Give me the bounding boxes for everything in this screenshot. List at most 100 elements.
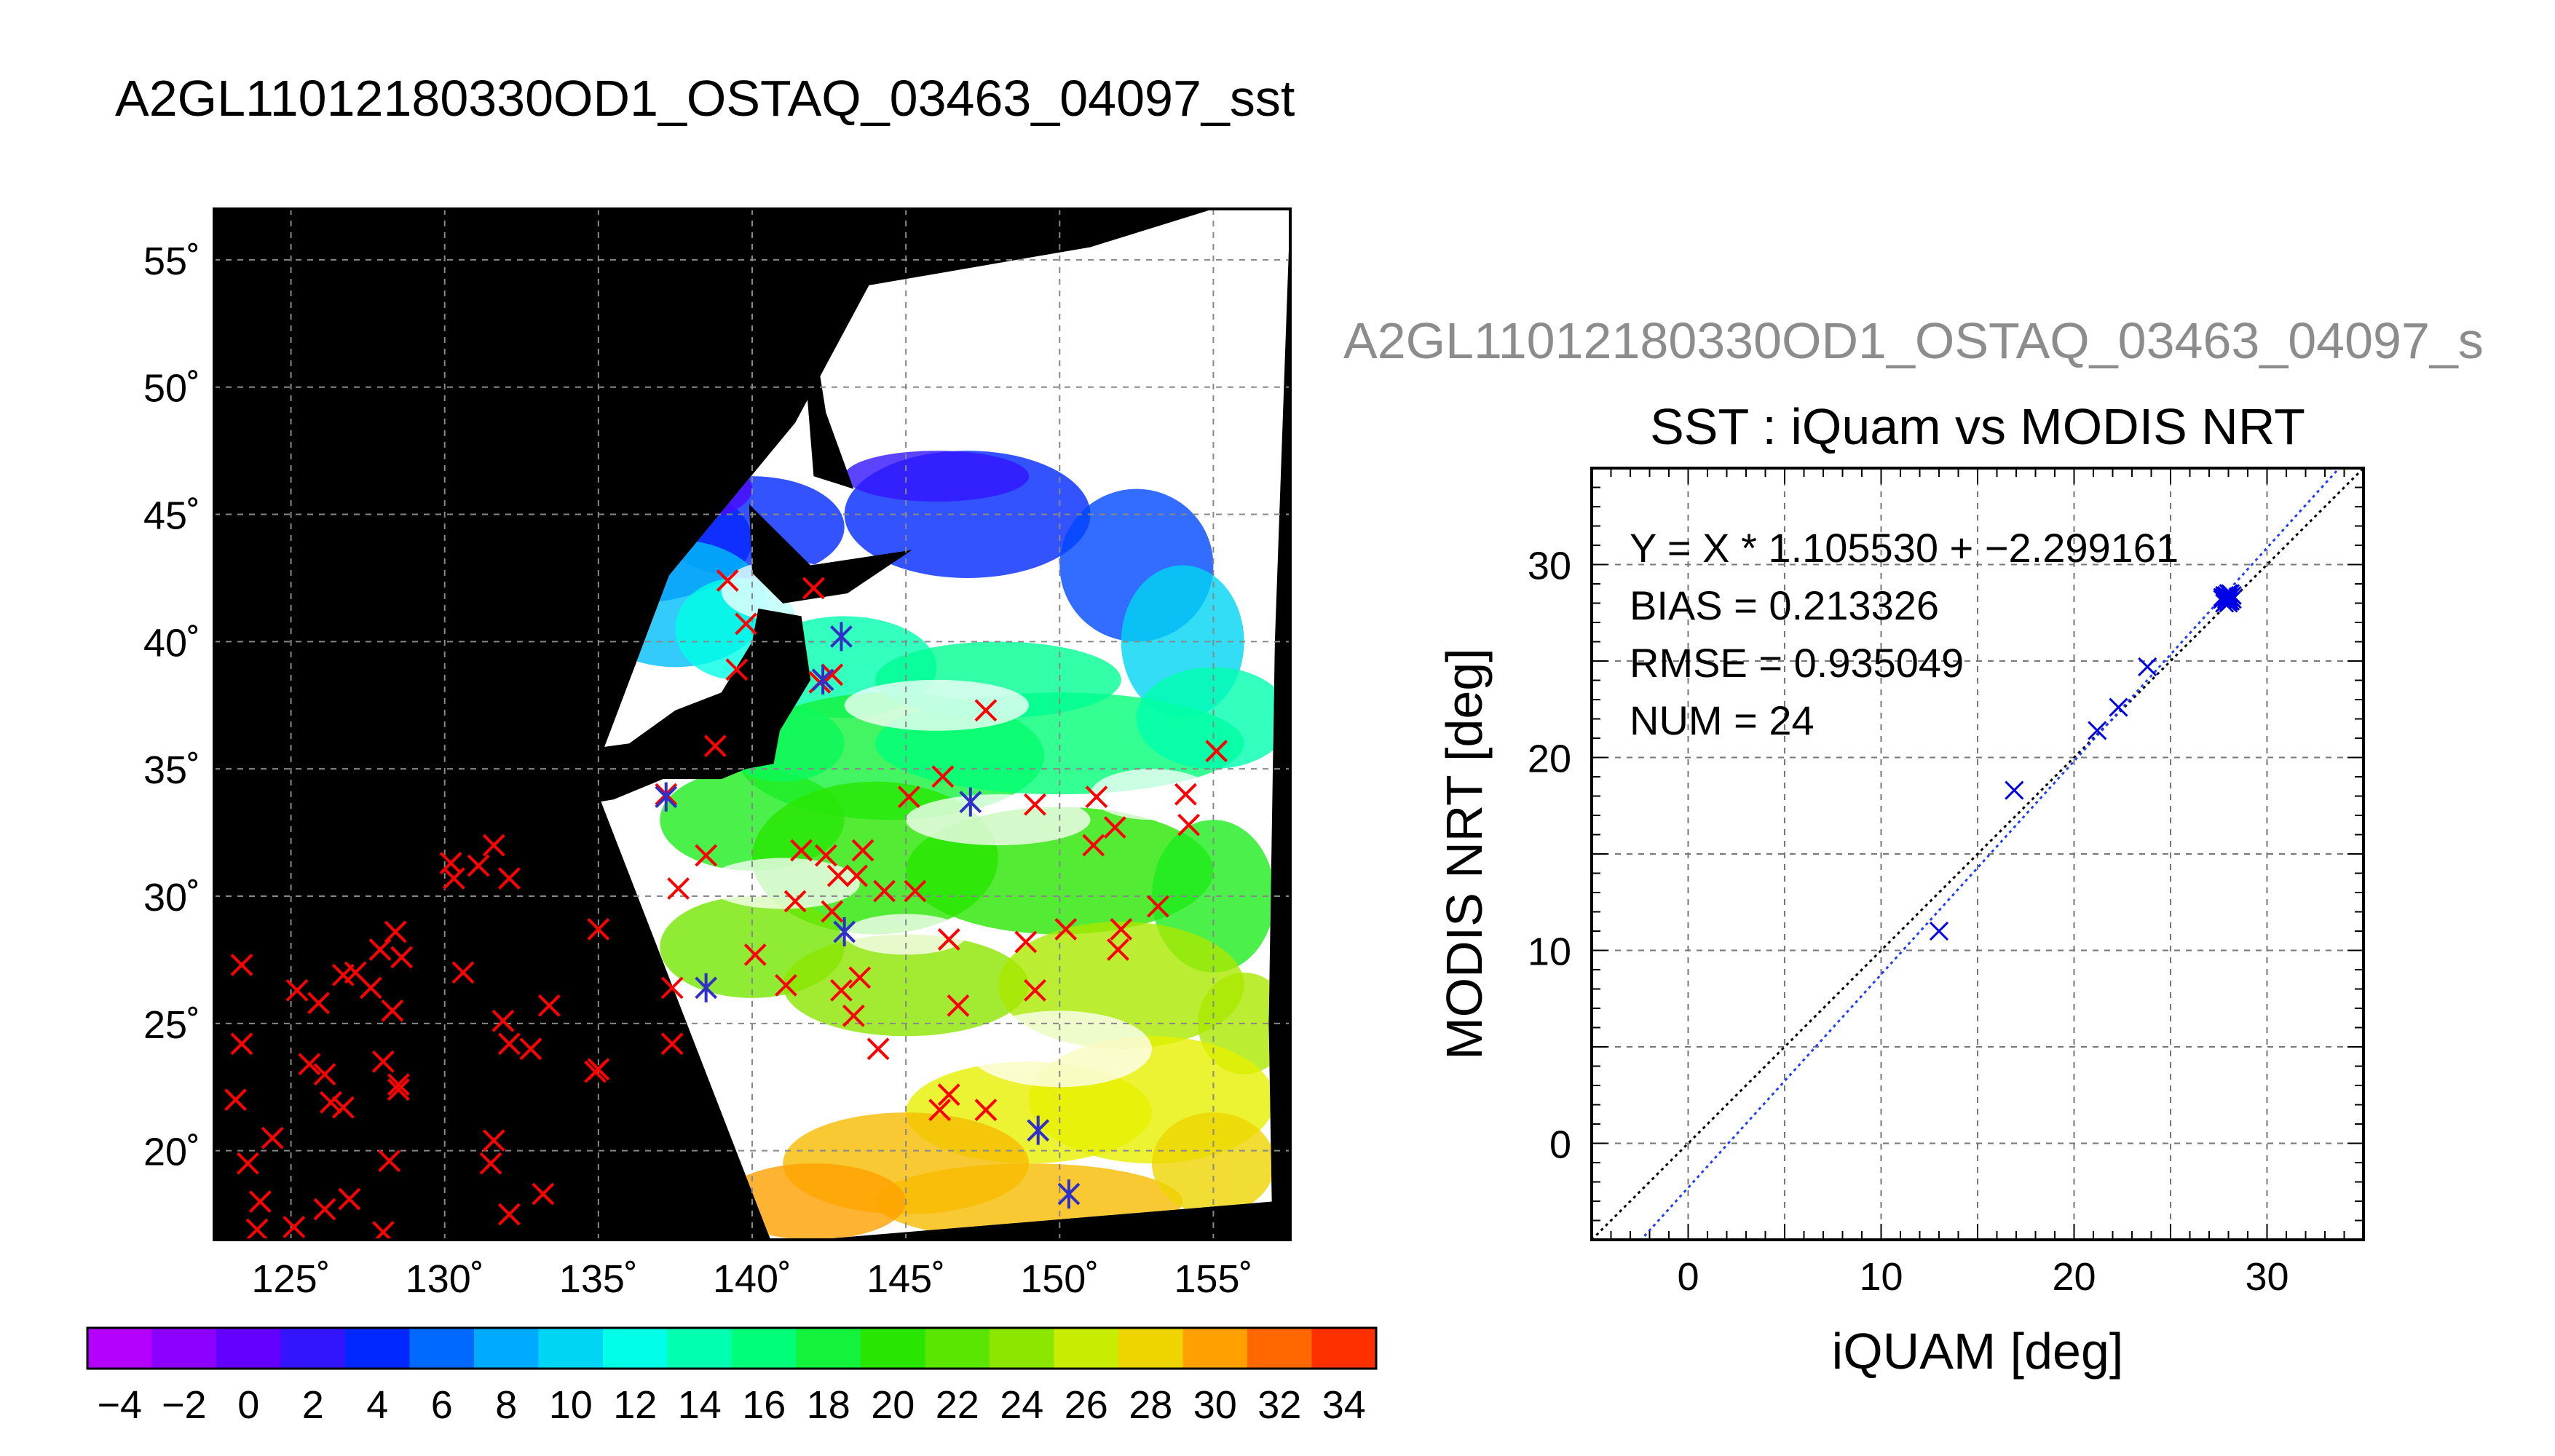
buoy-marker [974, 699, 998, 722]
colorbar-tick-label: 6 [431, 1383, 453, 1427]
buoy-marker [307, 992, 330, 1015]
buoy-marker [261, 1126, 284, 1150]
buoy-marker [491, 1009, 515, 1032]
lon-tick-label: 150˚ [1020, 1257, 1099, 1301]
fit-line [1639, 468, 2341, 1240]
land-mass [463, 608, 811, 812]
lat-tick-label: 50˚ [143, 367, 200, 411]
buoy-marker [897, 786, 920, 809]
buoy-marker [283, 1216, 306, 1238]
colorbar-segment [861, 1328, 925, 1369]
matchup-marker [811, 665, 834, 695]
buoy-marker [467, 854, 490, 877]
data-point [2216, 587, 2236, 607]
cloud-patch [1090, 769, 1214, 820]
buoy-marker [230, 953, 253, 976]
colorbar-tick-label: 16 [742, 1383, 786, 1427]
lon-tick-label: 130˚ [406, 1257, 484, 1301]
stats-annotation: NUM = 24 [1630, 697, 1814, 743]
lat-tick-label: 30˚ [143, 876, 200, 919]
colorbar-tick-label: 24 [1000, 1383, 1043, 1427]
buoy-marker [1110, 918, 1133, 941]
matchup-marker [1057, 1179, 1081, 1209]
colorbar-tick-label: 30 [1193, 1383, 1237, 1427]
buoy-marker [497, 867, 521, 890]
buoy-marker [802, 577, 825, 600]
main-title: A2GL11012180330OD1_OSTAQ_03463_04097_sst [115, 70, 1295, 127]
land-mass [749, 504, 912, 604]
colorbar-segment [151, 1328, 217, 1369]
buoy-marker [298, 1053, 321, 1076]
buoy-marker [716, 569, 739, 592]
buoy-marker [660, 976, 684, 1000]
buoy-marker [371, 1050, 395, 1073]
buoy-marker [725, 658, 749, 681]
colorbar-tick-label: 14 [678, 1383, 722, 1427]
buoy-marker [1107, 938, 1129, 961]
colorbar-segment [345, 1328, 410, 1369]
buoy-marker [320, 1091, 342, 1114]
buoy-marker [826, 864, 850, 887]
data-point [1929, 921, 1949, 941]
colorbar-segment [538, 1328, 604, 1369]
buoy-marker [313, 1198, 336, 1221]
colorbar-segment [796, 1328, 861, 1369]
buoy-marker [378, 1150, 401, 1173]
sst-patch [1136, 667, 1290, 769]
cloud-patch [844, 679, 1030, 731]
stats-annotation: BIAS = 0.213326 [1630, 582, 1939, 628]
buoy-marker [1085, 786, 1108, 809]
buoy-marker [848, 966, 872, 989]
scatter-file-title: A2GL11012180330OD1_OSTAQ_03463_04097_s [1343, 312, 2484, 369]
colorbar-tick-label: 4 [366, 1383, 388, 1427]
buoy-marker [313, 1063, 336, 1086]
colorbar-segment [1247, 1328, 1312, 1369]
buoy-marker [974, 1099, 998, 1122]
colorbar-tick-label: −4 [97, 1383, 142, 1427]
buoy-marker [1024, 978, 1046, 1002]
colorbar-segment [216, 1328, 281, 1369]
sst-patch [1151, 1112, 1275, 1215]
buoy-marker [248, 1190, 272, 1213]
colorbar-tick-label: 26 [1065, 1383, 1108, 1427]
colorbar: −4 −2 0 2 4 6 8 10 12 14 16 18 20 22 24 26 28 30 32 34 [86, 1326, 1378, 1427]
buoy-marker [814, 844, 837, 867]
buoy-marker [381, 999, 404, 1022]
buoy-marker [390, 946, 414, 969]
data-point [2088, 721, 2107, 740]
scatter-title: SST : iQuam vs MODIS NRT [1650, 398, 2305, 455]
y-axis-label: MODIS NRT [deg] [1436, 648, 1493, 1059]
cloud-patch [906, 794, 1091, 846]
colorbar-frame [86, 1326, 1378, 1370]
buoy-marker [497, 1203, 521, 1226]
buoy-marker [1174, 783, 1197, 806]
buoy-marker [532, 1182, 555, 1206]
matchup-marker [833, 917, 856, 946]
buoy-marker [931, 765, 955, 788]
buoy-marker [338, 1187, 361, 1211]
buoy-marker [482, 1129, 505, 1152]
buoy-marker [842, 1004, 865, 1027]
buoy-marker [735, 612, 757, 636]
colorbar-tick-label: 10 [549, 1383, 593, 1427]
buoy-marker [1014, 930, 1038, 954]
lat-tick-label: 20˚ [143, 1131, 200, 1174]
stats-annotation: Y = X * 1.105530 + −2.299161 [1630, 525, 2179, 571]
stats-annotation: RMSE = 0.935049 [1630, 640, 1964, 686]
colorbar-segment [1311, 1328, 1377, 1369]
buoy-marker [928, 1099, 952, 1122]
buoy-marker [237, 1152, 259, 1175]
sst-map: 125˚ 130˚ 135˚ 140˚ 145˚ 150˚ 155˚ 20˚ 25˚ 30˚ 35˚… [143, 207, 1292, 1301]
buoy-marker [845, 864, 868, 887]
x-tick-label: 20 [2052, 1255, 2096, 1299]
buoy-marker [937, 1083, 960, 1107]
x-tick-label: 10 [1859, 1255, 1903, 1299]
land-mass [432, 794, 507, 866]
buoy-marker [584, 1060, 607, 1083]
buoy-marker [695, 844, 718, 867]
colorbar-tick-label: 12 [613, 1383, 657, 1427]
data-point [2215, 587, 2235, 607]
colorbar-tick-label: 34 [1322, 1383, 1366, 1427]
buoy-marker [245, 1218, 269, 1240]
lat-tick-label: 55˚ [143, 240, 200, 283]
